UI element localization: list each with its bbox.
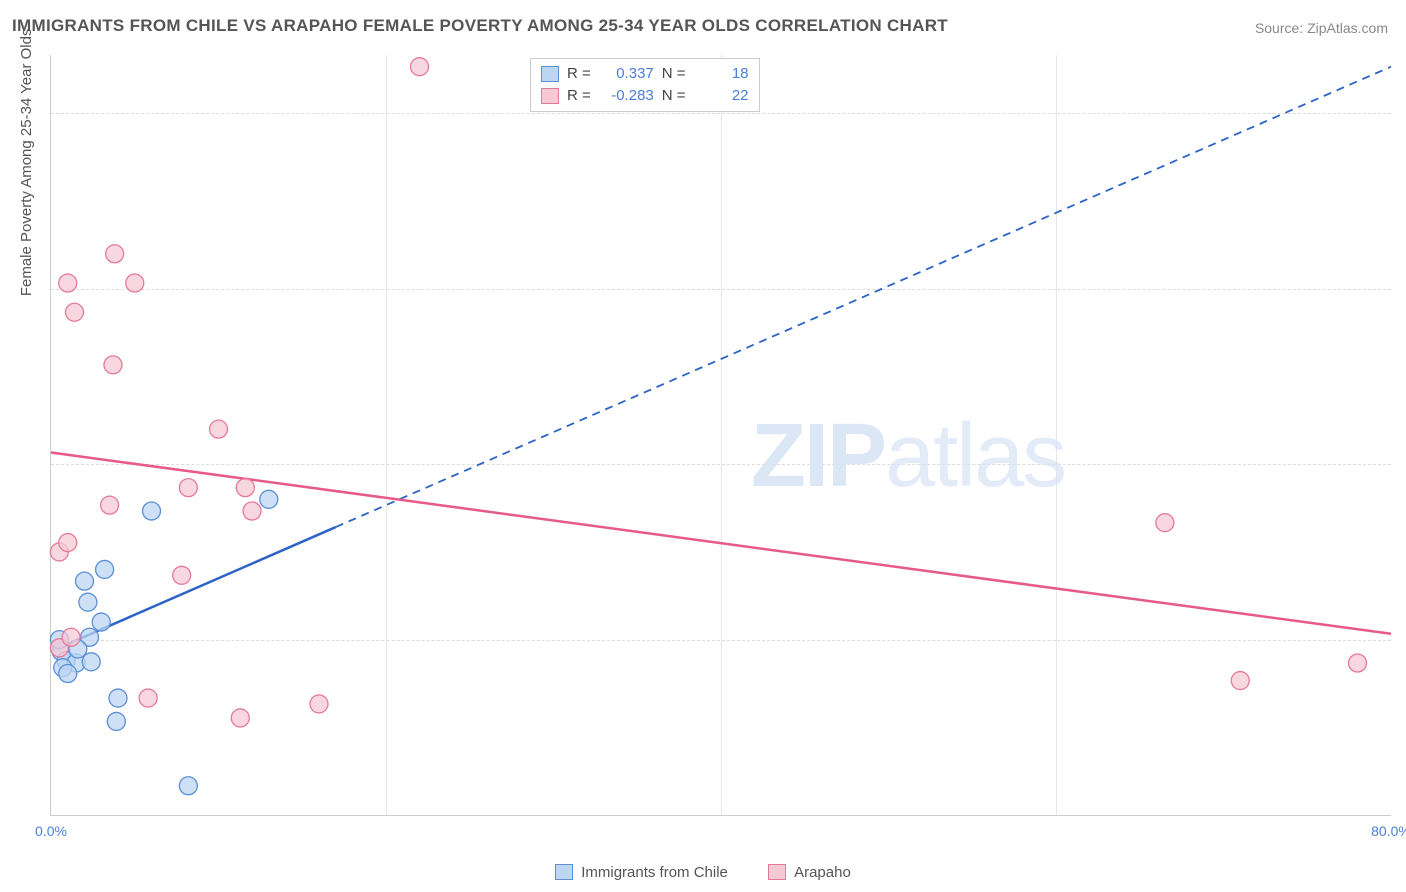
n-value-arapaho: 22 xyxy=(694,85,749,107)
data-point xyxy=(1156,514,1174,532)
data-point xyxy=(243,502,261,520)
data-point xyxy=(260,490,278,508)
data-point xyxy=(210,420,228,438)
legend-row-arapaho: R = -0.283 N = 22 xyxy=(541,85,749,107)
plot-area: ZIPatlas 15.0%30.0%45.0%60.0%0.0%80.0% xyxy=(50,55,1391,816)
legend-swatch-arapaho xyxy=(541,88,559,104)
data-point xyxy=(65,303,83,321)
chart-svg xyxy=(51,55,1391,815)
data-point xyxy=(179,777,197,795)
regression-line-solid xyxy=(51,453,1391,634)
data-point xyxy=(79,593,97,611)
r-label: R = xyxy=(567,63,591,85)
data-point xyxy=(82,653,100,671)
y-tick-label: 45.0% xyxy=(1396,281,1406,297)
data-point xyxy=(1349,654,1367,672)
n-label: N = xyxy=(662,63,686,85)
y-tick-label: 60.0% xyxy=(1396,105,1406,121)
n-value-chile: 18 xyxy=(694,63,749,85)
data-point xyxy=(179,479,197,497)
legend-label-arapaho: Arapaho xyxy=(794,864,851,881)
chart-title: IMMIGRANTS FROM CHILE VS ARAPAHO FEMALE … xyxy=(12,16,948,36)
source-label: Source: ZipAtlas.com xyxy=(1255,20,1388,36)
legend-item-arapaho: Arapaho xyxy=(768,864,851,881)
r-value-chile: 0.337 xyxy=(599,63,654,85)
legend-item-chile: Immigrants from Chile xyxy=(555,864,728,881)
legend-swatch-chile xyxy=(541,66,559,82)
data-point xyxy=(59,274,77,292)
data-point xyxy=(96,560,114,578)
x-tick-label: 80.0% xyxy=(1371,823,1406,839)
data-point xyxy=(109,689,127,707)
data-point xyxy=(126,274,144,292)
data-point xyxy=(62,628,80,646)
data-point xyxy=(143,502,161,520)
correlation-legend: R = 0.337 N = 18 R = -0.283 N = 22 xyxy=(530,58,760,112)
data-point xyxy=(310,695,328,713)
series-legend: Immigrants from Chile Arapaho xyxy=(0,864,1406,885)
data-point xyxy=(139,689,157,707)
data-point xyxy=(107,712,125,730)
regression-line-dashed xyxy=(336,67,1391,527)
n-label: N = xyxy=(662,85,686,107)
data-point xyxy=(101,496,119,514)
data-point xyxy=(59,534,77,552)
data-point xyxy=(411,58,429,76)
data-point xyxy=(92,613,110,631)
data-point xyxy=(1231,672,1249,690)
x-tick-label: 0.0% xyxy=(35,823,67,839)
legend-swatch-icon xyxy=(768,864,786,880)
y-tick-label: 15.0% xyxy=(1396,632,1406,648)
data-point xyxy=(173,566,191,584)
y-axis-label: Female Poverty Among 25-34 Year Olds xyxy=(18,29,35,297)
data-point xyxy=(106,245,124,263)
data-point xyxy=(236,479,254,497)
legend-swatch-icon xyxy=(555,864,573,880)
r-label: R = xyxy=(567,85,591,107)
data-point xyxy=(76,572,94,590)
data-point xyxy=(231,709,249,727)
legend-label-chile: Immigrants from Chile xyxy=(581,864,728,881)
legend-row-chile: R = 0.337 N = 18 xyxy=(541,63,749,85)
data-point xyxy=(104,356,122,374)
r-value-arapaho: -0.283 xyxy=(599,85,654,107)
data-point xyxy=(59,665,77,683)
y-tick-label: 30.0% xyxy=(1396,456,1406,472)
